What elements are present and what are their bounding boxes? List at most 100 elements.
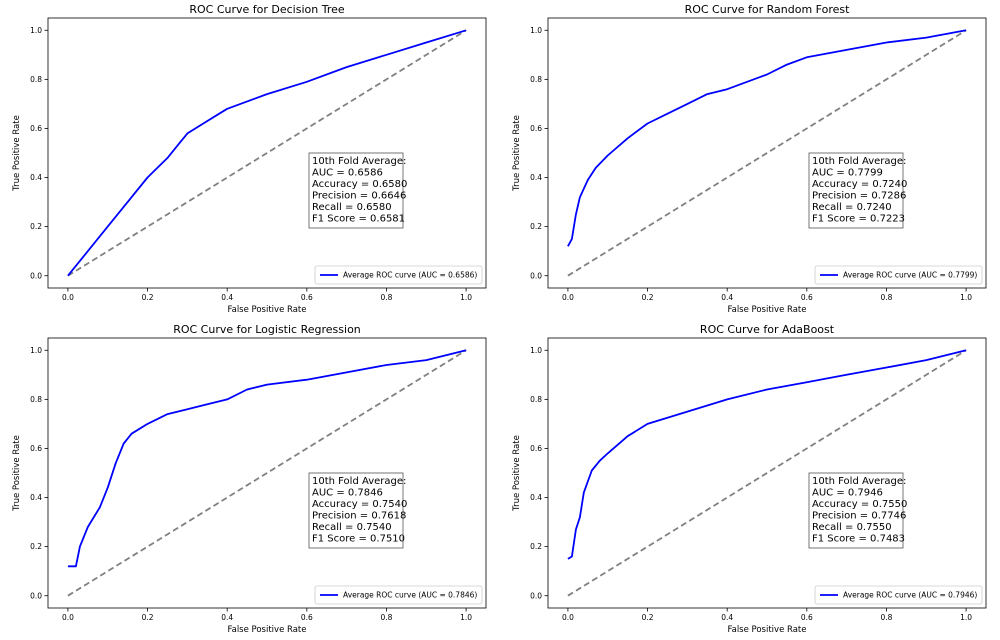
roc-curve-line [67,29,467,277]
x-axis-label: False Positive Rate [228,625,307,635]
stats-line: F1 Score = 0.7510 [312,534,405,545]
roc-panel-random-forest: ROC Curve for Random Forest 0.0 0.2 0.4 0.6 0… [500,0,1000,320]
y-tick-label: 0.6 [30,124,42,133]
stats-line: Recall = 0.7550 [812,522,892,533]
roc-chart-svg: ROC Curve for Logistic Regression 0.0 0.2 0… [12,323,487,635]
chance-diagonal-line [67,349,467,597]
y-tick-label: 0.8 [530,395,542,404]
x-tick-label: 0.4 [721,293,733,302]
legend-box [314,585,483,605]
chance-diagonal-line [567,29,967,277]
x-tick-label: 0.6 [301,293,313,302]
x-tick-label: 0.8 [880,613,892,622]
y-tick-label: 0.0 [30,271,42,280]
chart-title: ROC Curve for Decision Tree [189,3,345,16]
x-tick-label: 0.8 [380,293,392,302]
x-tick-label: 0.2 [142,613,154,622]
stats-line: Precision = 0.7618 [312,511,406,522]
plot-area-frame [47,17,487,289]
x-tick-label: 0.6 [801,293,813,302]
y-axis-label: True Positive Rate [12,435,22,512]
stats-line: F1 Score = 0.7223 [812,214,905,225]
x-tick-label: 0.4 [221,613,233,622]
legend-box [314,265,483,285]
legend-label: Average ROC curve (AUC = 0.7946) [843,591,977,600]
y-tick-label: 0.2 [30,222,42,231]
y-tick-label: 0.6 [530,124,542,133]
chart-title: ROC Curve for AdaBoost [700,323,835,336]
legend-label: Average ROC curve (AUC = 0.6586) [343,271,477,280]
stats-line: Recall = 0.6580 [312,202,392,213]
x-axis-label: False Positive Rate [728,305,807,315]
stats-box [808,472,904,549]
legend-label: Average ROC curve (AUC = 0.7799) [843,271,977,280]
y-tick-label: 0.8 [30,75,42,84]
x-tick-label: 1.0 [960,293,972,302]
stats-line: 10th Fold Average: [812,476,906,487]
x-tick-label: 0.6 [801,613,813,622]
x-tick-label: 0.0 [62,293,74,302]
roc-curve-line [567,29,967,247]
legend-box [814,265,983,285]
chart-title: ROC Curve for Random Forest [685,3,851,16]
y-tick-label: 1.0 [30,346,42,355]
y-tick-label: 0.0 [530,271,542,280]
x-tick-label: 0.0 [562,293,574,302]
stats-line: Accuracy = 0.7240 [812,179,907,190]
roc-panel-decision-tree: ROC Curve for Decision Tree 0.0 0.2 0.4 0.6 0… [0,0,500,320]
stats-line: Precision = 0.7286 [812,191,906,202]
legend-label: Average ROC curve (AUC = 0.7846) [343,591,477,600]
stats-line: Accuracy = 0.7540 [312,499,407,510]
y-axis-label: True Positive Rate [512,115,522,192]
stats-line: Accuracy = 0.6580 [312,179,407,190]
stats-line: Precision = 0.6646 [312,191,406,202]
y-tick-label: 0.4 [30,493,42,502]
x-tick-label: 0.4 [721,613,733,622]
y-tick-label: 0.0 [530,591,542,600]
x-axis-label: False Positive Rate [728,625,807,635]
chance-diagonal-line [567,349,967,597]
x-tick-label: 0.0 [562,613,574,622]
roc-chart-svg: ROC Curve for AdaBoost 0.0 0.2 0.4 0.6 0.8 1.0… [512,323,987,635]
roc-chart-svg: ROC Curve for Decision Tree 0.0 0.2 0.4 0.6 0… [12,3,487,315]
x-tick-label: 0.8 [380,613,392,622]
legend-box [814,585,983,605]
y-axis-label: True Positive Rate [12,115,22,192]
y-axis-label: True Positive Rate [512,435,522,512]
y-tick-label: 0.4 [530,173,542,182]
roc-chart-svg: ROC Curve for Random Forest 0.0 0.2 0.4 0.6 0… [512,3,987,315]
stats-line: F1 Score = 0.6581 [312,214,405,225]
y-tick-label: 0.8 [530,75,542,84]
y-tick-label: 1.0 [30,26,42,35]
x-tick-label: 1.0 [960,613,972,622]
x-tick-label: 1.0 [460,293,472,302]
stats-line: 10th Fold Average: [812,156,906,167]
stats-line: Precision = 0.7746 [812,511,906,522]
stats-line: Accuracy = 0.7550 [812,499,907,510]
roc-panel-logistic-regression: ROC Curve for Logistic Regression 0.0 0.2 0… [0,320,500,640]
stats-line: AUC = 0.7946 [812,488,883,499]
stats-box [808,152,904,229]
stats-line: Recall = 0.7540 [312,522,392,533]
plot-area-frame [47,337,487,609]
x-tick-label: 0.8 [880,293,892,302]
roc-panel-adaboost: ROC Curve for AdaBoost 0.0 0.2 0.4 0.6 0.8 1.0… [500,320,1000,640]
stats-line: AUC = 0.7799 [812,168,883,179]
x-tick-label: 0.6 [301,613,313,622]
y-tick-label: 0.0 [30,591,42,600]
stats-line: 10th Fold Average: [312,476,406,487]
stats-box [308,152,404,229]
x-tick-label: 0.2 [642,613,654,622]
stats-line: AUC = 0.7846 [312,488,383,499]
stats-line: Recall = 0.7240 [812,202,892,213]
y-tick-label: 0.6 [30,444,42,453]
x-tick-label: 0.2 [642,293,654,302]
chart-title: ROC Curve for Logistic Regression [173,323,361,336]
y-tick-label: 1.0 [530,26,542,35]
plot-area-frame [547,17,987,289]
y-tick-label: 0.4 [530,493,542,502]
y-tick-label: 0.4 [30,173,42,182]
y-tick-label: 0.2 [530,542,542,551]
y-tick-label: 0.8 [30,395,42,404]
